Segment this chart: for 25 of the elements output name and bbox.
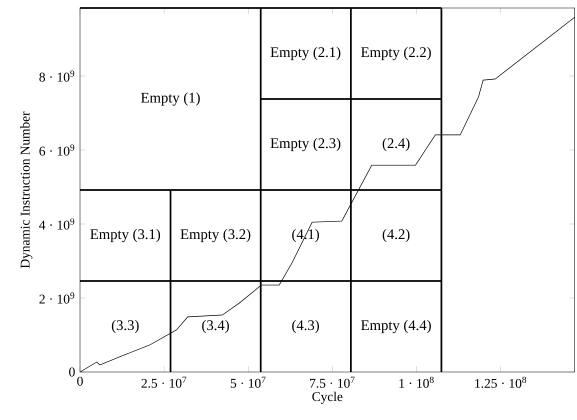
x-tick-label: 7.5 · 10$^{7}$ <box>310 376 355 388</box>
annotation: Empty (3.1) <box>90 228 160 242</box>
y-tick-label: 0 <box>69 367 75 376</box>
annotation: Empty (4.4) <box>361 320 431 334</box>
annotation: Empty (2.2) <box>361 46 431 60</box>
annotation: Empty (2.3) <box>270 138 340 152</box>
y-tick-label: 8 · 10$^{9}$ <box>39 70 74 82</box>
y-tick-label: 4 · 10$^{9}$ <box>39 218 74 230</box>
annotation: (3.4) <box>202 320 229 334</box>
x-tick-label: 0 <box>77 376 83 386</box>
x-axis-title: Cycle <box>312 392 342 404</box>
x-tick-label: 1 · 10$^{8}$ <box>399 376 434 388</box>
annotation: (4.3) <box>292 320 319 334</box>
annotation: Empty (1) <box>141 92 200 106</box>
annotation: Empty (3.2) <box>180 228 250 242</box>
y-tick-label: 2 · 10$^{9}$ <box>39 292 74 304</box>
annotation: (3.3) <box>112 320 139 334</box>
y-tick-label: 6 · 10$^{9}$ <box>39 144 74 156</box>
annotation: Empty (2.1) <box>270 46 340 60</box>
x-tick-label: 2.5 · 10$^{7}$ <box>142 376 186 388</box>
x-tick-label: 1.25 · 10$^{8}$ <box>475 376 526 388</box>
x-tick-label: 5 · 10$^{7}$ <box>230 376 266 388</box>
y-axis-title: Dynamic Instruction Number <box>20 112 32 268</box>
annotation: (4.2) <box>382 228 410 242</box>
annotation: (2.4) <box>382 138 410 152</box>
